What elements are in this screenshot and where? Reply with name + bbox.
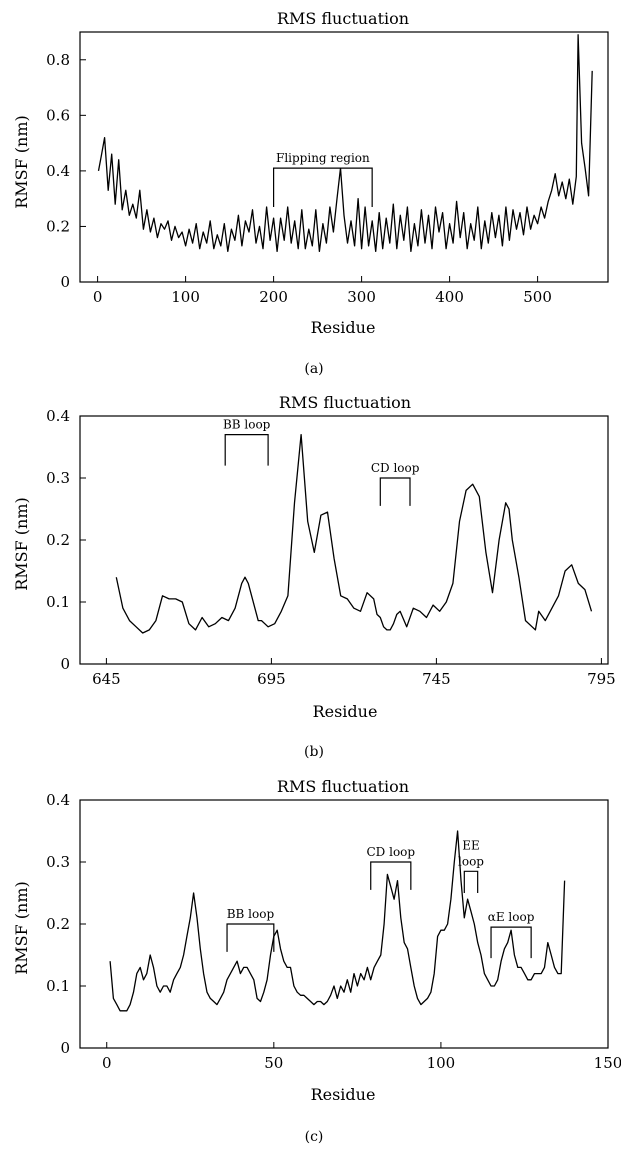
panel-a: RMS fluctuation RMSF (nm) Residue (a) 0 1… — [12, 9, 609, 377]
y-tick-label: 0.2 — [46, 531, 70, 549]
plot-area: 645 695 745 795 0 0.1 0.2 0.3 0.4 BB loop CD loop — [46, 407, 616, 688]
plot-frame — [79, 31, 609, 283]
series-line — [115, 433, 593, 634]
y-tick-label: 0.4 — [46, 162, 70, 180]
plot-area: 0 100 200 300 400 500 0 0.2 0.4 0.6 0.8 Flipping re… — [46, 31, 609, 306]
x-tick-label: 745 — [422, 670, 451, 688]
annotation-bracket — [463, 870, 479, 893]
x-tick-label: 695 — [257, 670, 286, 688]
annotation-label: Flipping region — [276, 151, 370, 165]
y-tick-label: 0.3 — [46, 469, 70, 487]
panel-b: RMS fluctuation RMSF (nm) Residue (b) 64… — [12, 393, 616, 760]
y-tick-label: 0.2 — [46, 915, 70, 933]
plot-area: 0 50 100 150 0 0.1 0.2 0.3 0.4 BB loop CD loop EE lo… — [46, 791, 621, 1072]
x-tick-label: 500 — [523, 288, 552, 306]
y-tick-label: 0.4 — [46, 407, 70, 425]
panel-c: RMS fluctuation RMSF (nm) Residue (c) 0 5… — [12, 777, 621, 1145]
x-axis-label: Residue — [311, 318, 376, 337]
x-tick-label: 50 — [264, 1054, 283, 1072]
y-tick-label: 0 — [60, 655, 70, 673]
y-tick-label: 0.1 — [46, 593, 70, 611]
chart-title: RMS fluctuation — [277, 777, 409, 796]
panel-label: (c) — [305, 1129, 324, 1145]
y-axis-label: RMSF (nm) — [12, 115, 31, 209]
x-tick-label: 645 — [92, 670, 121, 688]
y-tick-label: 0.1 — [46, 977, 70, 995]
panel-label: (b) — [304, 744, 324, 760]
annotation-label: EE — [462, 838, 480, 852]
chart-title: RMS fluctuation — [279, 393, 411, 412]
annotation-label: BB loop — [223, 418, 271, 432]
x-tick-label: 400 — [435, 288, 464, 306]
x-tick-label: 795 — [587, 670, 616, 688]
x-axis-label: Residue — [313, 702, 378, 721]
annotation-bracket — [273, 167, 373, 207]
annotation-bracket — [226, 923, 275, 952]
y-tick-label: 0.6 — [46, 106, 70, 124]
series-line — [109, 830, 566, 1012]
annotation-bracket — [224, 434, 269, 466]
x-tick-label: 150 — [594, 1054, 621, 1072]
annotation-bracket — [490, 926, 532, 959]
x-tick-label: 300 — [347, 288, 376, 306]
annotation-label: CD loop — [366, 845, 415, 859]
y-tick-label: 0.8 — [46, 51, 70, 69]
x-tick-label: 100 — [427, 1054, 456, 1072]
x-tick-label: 0 — [102, 1054, 112, 1072]
x-tick-label: 200 — [259, 288, 288, 306]
y-axis-label: RMSF (nm) — [12, 497, 31, 591]
y-tick-label: 0.3 — [46, 853, 70, 871]
y-tick-label: 0 — [60, 273, 70, 291]
annotation-label: loop — [458, 854, 484, 868]
y-tick-label: 0.4 — [46, 791, 70, 809]
annotation-label: BB loop — [227, 907, 275, 921]
x-axis-label: Residue — [311, 1085, 376, 1104]
panel-label: (a) — [304, 361, 323, 377]
series-line — [97, 34, 593, 253]
y-tick-label: 0.2 — [46, 217, 70, 235]
x-tick-label: 100 — [171, 288, 200, 306]
y-tick-label: 0 — [60, 1039, 70, 1057]
annotation-bracket — [379, 477, 411, 506]
annotation-label: αE loop — [488, 910, 535, 924]
y-axis-label: RMSF (nm) — [12, 881, 31, 975]
x-tick-label: 0 — [93, 288, 103, 306]
plot-frame — [79, 415, 609, 665]
annotation-bracket — [370, 861, 412, 890]
annotation-label: CD loop — [371, 461, 420, 475]
chart-title: RMS fluctuation — [277, 9, 409, 28]
